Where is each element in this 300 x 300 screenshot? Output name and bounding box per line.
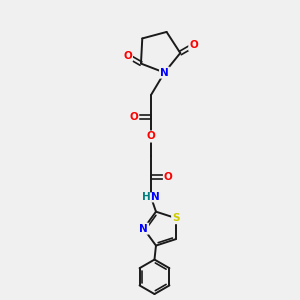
Text: N: N <box>151 192 160 203</box>
Text: O: O <box>147 131 155 142</box>
Text: S: S <box>172 213 180 223</box>
Text: O: O <box>130 112 138 122</box>
Text: O: O <box>189 40 198 50</box>
Text: N: N <box>139 224 148 234</box>
Text: O: O <box>164 172 173 182</box>
Text: H: H <box>142 192 151 203</box>
Text: N: N <box>160 68 169 78</box>
Text: O: O <box>123 51 132 61</box>
